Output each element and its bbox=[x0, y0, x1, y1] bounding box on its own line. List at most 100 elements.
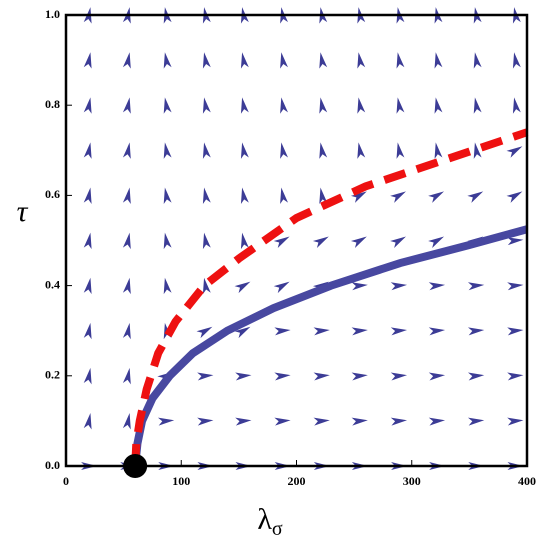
vector-arrow bbox=[467, 191, 484, 203]
x-tick-label: 300 bbox=[403, 474, 421, 488]
vector-arrow bbox=[240, 97, 249, 114]
vector-arrow bbox=[351, 372, 368, 381]
vector-arrow bbox=[280, 142, 288, 159]
y-axis-label: τ bbox=[17, 195, 29, 228]
vector-arrow bbox=[390, 417, 408, 426]
vector-arrow bbox=[506, 191, 523, 203]
vector-arrow bbox=[434, 52, 443, 69]
vector-arrow bbox=[83, 367, 92, 385]
vector-arrow bbox=[163, 232, 172, 250]
x-tick-label: 0 bbox=[63, 474, 69, 488]
vector-arrow bbox=[122, 232, 131, 250]
vector-arrow bbox=[196, 326, 213, 339]
y-tick-label: 0.4 bbox=[45, 277, 60, 291]
vector-arrow bbox=[274, 327, 291, 336]
vector-arrow bbox=[313, 372, 330, 381]
vector-arrow bbox=[83, 277, 92, 295]
curve bbox=[131, 225, 529, 467]
vector-arrow bbox=[319, 142, 328, 159]
vector-arrow bbox=[83, 322, 92, 340]
vector-arrow bbox=[163, 52, 172, 69]
vector-arrow bbox=[122, 52, 131, 69]
vector-arrow bbox=[428, 327, 446, 336]
vector-arrow bbox=[122, 277, 131, 295]
vector-arrow bbox=[235, 417, 252, 426]
vector-arrow bbox=[507, 237, 524, 246]
vector-arrow bbox=[350, 236, 367, 248]
vector-arrow bbox=[274, 417, 291, 426]
vector-arrow bbox=[357, 97, 366, 114]
vector-arrow bbox=[512, 52, 521, 69]
vector-arrow bbox=[319, 97, 328, 114]
vector-arrow bbox=[280, 52, 288, 69]
x-tick-label: 100 bbox=[172, 474, 190, 488]
vector-arrow bbox=[83, 52, 92, 69]
x-tick-label: 200 bbox=[288, 474, 306, 488]
vector-arrow bbox=[122, 97, 131, 114]
vector-arrow bbox=[240, 142, 249, 159]
y-tick-label: 1.0 bbox=[45, 7, 60, 21]
vector-arrow bbox=[396, 97, 405, 114]
vector-arrow bbox=[312, 236, 329, 248]
vector-arrow bbox=[163, 277, 172, 295]
vector-arrow bbox=[274, 372, 291, 381]
vector-arrow bbox=[428, 191, 445, 203]
vector-arrow bbox=[197, 417, 214, 426]
vector-arrow bbox=[507, 372, 524, 381]
vector-arrow bbox=[434, 142, 443, 159]
vector-arrow bbox=[122, 187, 131, 204]
vector-arrow bbox=[357, 142, 366, 159]
vector-arrow bbox=[390, 282, 408, 291]
vector-arrow bbox=[83, 232, 92, 250]
vector-arrow bbox=[319, 52, 328, 69]
vector-arrow bbox=[83, 413, 92, 430]
vector-arrow bbox=[507, 282, 524, 291]
vector-arrow bbox=[473, 52, 482, 69]
vector-arrow bbox=[83, 187, 92, 204]
vector-arrow bbox=[390, 372, 408, 381]
vector-arrow bbox=[467, 282, 485, 291]
vector-arrow bbox=[202, 277, 211, 295]
vector-arrow bbox=[313, 417, 330, 426]
vector-arrow bbox=[350, 191, 367, 203]
vector-arrow bbox=[273, 281, 290, 294]
vector-arrow bbox=[157, 417, 175, 426]
vector-arrow bbox=[83, 97, 92, 114]
vector-arrow bbox=[507, 417, 524, 426]
vector-arrow bbox=[351, 327, 368, 336]
x-label-sub: σ bbox=[272, 518, 283, 538]
y-tick-label: 0.2 bbox=[45, 368, 60, 382]
vector-arrow bbox=[428, 417, 446, 426]
vector-arrow bbox=[202, 142, 211, 159]
vector-arrow bbox=[83, 142, 92, 159]
vector-arrow bbox=[351, 417, 368, 426]
vector-arrow bbox=[240, 52, 249, 69]
y-tick-label: 0.0 bbox=[45, 458, 60, 472]
vector-arrow bbox=[467, 327, 485, 336]
vector-arrow bbox=[396, 52, 405, 69]
y-tick-label: 0.8 bbox=[45, 97, 60, 111]
x-label-main: λ bbox=[257, 503, 272, 536]
vector-arrow bbox=[163, 97, 172, 114]
vector-arrow bbox=[235, 372, 252, 381]
vector-arrow bbox=[428, 372, 446, 381]
vector-arrow bbox=[202, 187, 211, 204]
vector-arrow bbox=[280, 97, 288, 114]
vector-arrow bbox=[163, 187, 172, 204]
vector-arrow bbox=[473, 97, 482, 114]
vector-arrow bbox=[202, 232, 211, 250]
vector-arrow bbox=[396, 142, 405, 159]
vector-arrow bbox=[202, 52, 211, 69]
vector-arrow bbox=[351, 282, 368, 291]
vector-arrow bbox=[473, 142, 482, 159]
y-tick-label: 0.6 bbox=[45, 187, 60, 201]
vector-arrow bbox=[357, 52, 366, 69]
vector-arrow bbox=[122, 367, 131, 385]
vector-arrow bbox=[280, 187, 288, 204]
vector-arrow bbox=[273, 236, 290, 248]
vector-arrow bbox=[467, 417, 485, 426]
vector-arrow bbox=[512, 97, 521, 114]
vector-arrow bbox=[507, 327, 524, 336]
vector-arrow bbox=[428, 236, 445, 248]
